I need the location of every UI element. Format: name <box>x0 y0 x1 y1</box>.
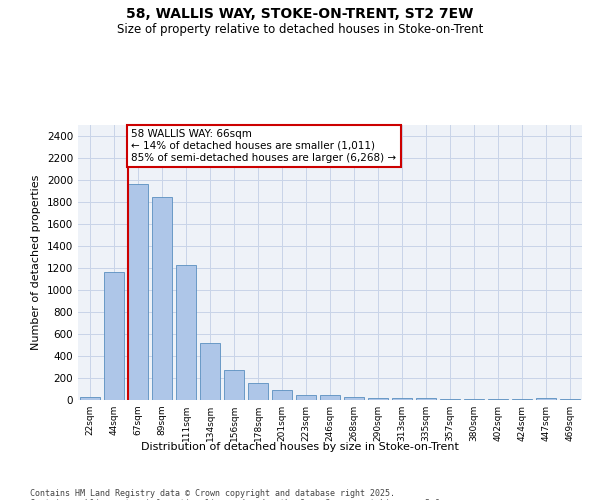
Bar <box>272 390 292 400</box>
Text: Contains HM Land Registry data © Crown copyright and database right 2025.: Contains HM Land Registry data © Crown c… <box>30 488 395 498</box>
Text: Size of property relative to detached houses in Stoke-on-Trent: Size of property relative to detached ho… <box>117 22 483 36</box>
Bar <box>248 383 268 400</box>
Bar <box>344 396 364 400</box>
Y-axis label: Number of detached properties: Number of detached properties <box>31 175 41 350</box>
Bar <box>320 396 340 400</box>
Text: Contains public sector information licensed under the Open Government Licence v3: Contains public sector information licen… <box>30 498 445 500</box>
Bar <box>536 398 556 400</box>
Text: 58 WALLIS WAY: 66sqm
← 14% of detached houses are smaller (1,011)
85% of semi-de: 58 WALLIS WAY: 66sqm ← 14% of detached h… <box>131 130 397 162</box>
Bar <box>392 398 412 400</box>
Bar <box>176 264 196 400</box>
Text: 58, WALLIS WAY, STOKE-ON-TRENT, ST2 7EW: 58, WALLIS WAY, STOKE-ON-TRENT, ST2 7EW <box>127 8 473 22</box>
Bar <box>296 394 316 400</box>
Bar <box>224 370 244 400</box>
Bar <box>368 398 388 400</box>
Bar <box>200 344 220 400</box>
Bar <box>128 184 148 400</box>
Bar <box>80 397 100 400</box>
Bar <box>104 272 124 400</box>
Text: Distribution of detached houses by size in Stoke-on-Trent: Distribution of detached houses by size … <box>141 442 459 452</box>
Bar <box>416 398 436 400</box>
Bar <box>152 196 172 400</box>
